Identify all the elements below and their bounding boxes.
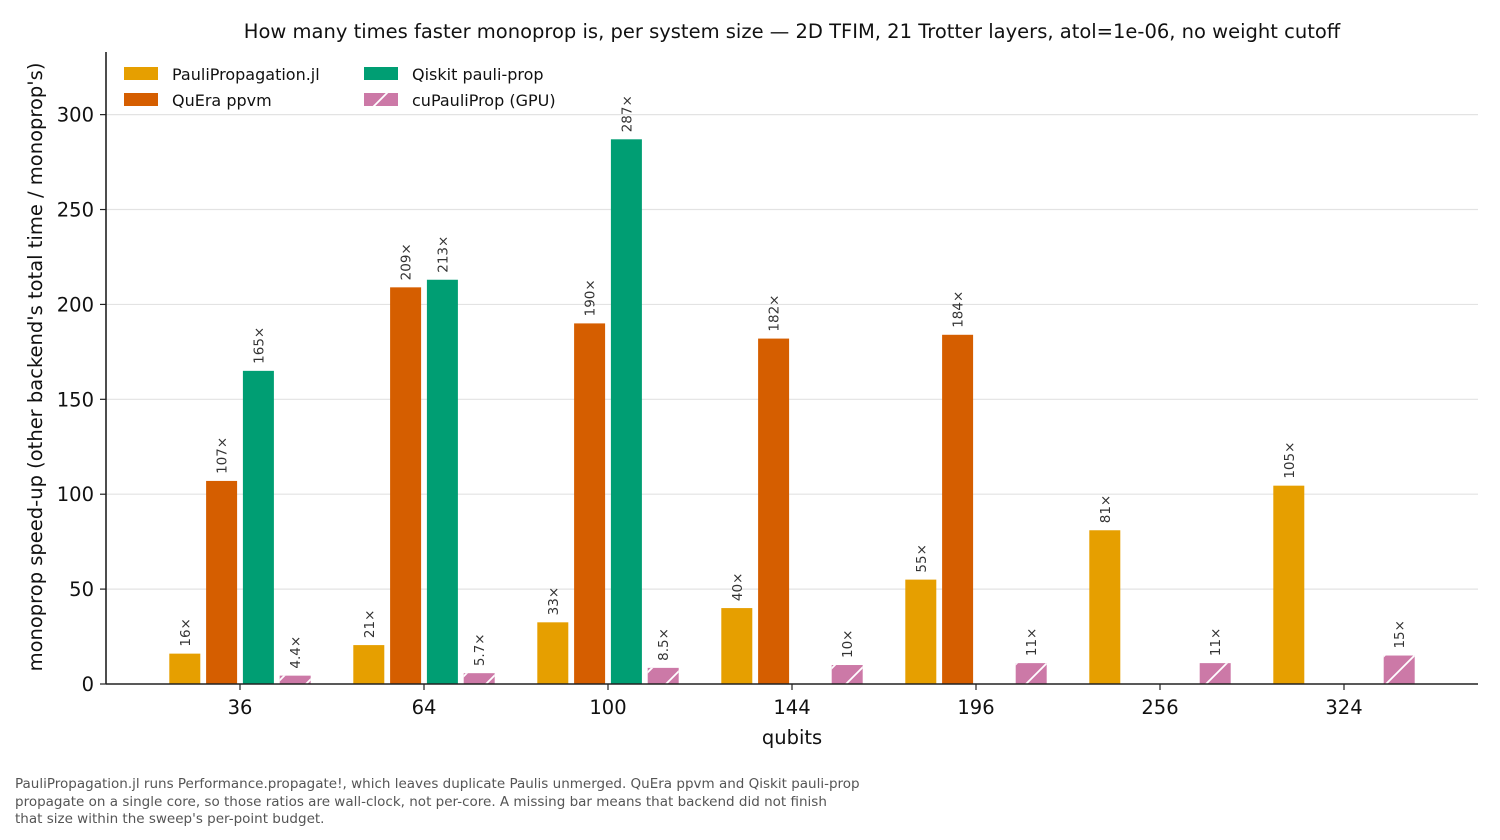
speedup-bar-chart: How many times faster monoprop is, per s… bbox=[24, 20, 1478, 749]
bar-value-label: 40× bbox=[730, 573, 746, 602]
bar-value-label: 16× bbox=[178, 618, 194, 647]
legend-label-quera-ppvm: QuEra ppvm bbox=[172, 91, 272, 110]
bar-quera-ppvm bbox=[942, 334, 974, 684]
bar-hatch-cupauliprop-gpu bbox=[1383, 655, 1415, 684]
y-tick-label: 200 bbox=[57, 293, 94, 316]
x-tick-label: 144 bbox=[773, 696, 810, 719]
bar-value-label: 107× bbox=[215, 437, 231, 474]
legend-swatch-quera-ppvm bbox=[124, 93, 158, 106]
bar-value-label: 33× bbox=[546, 587, 562, 616]
bar-value-label: 190× bbox=[583, 279, 599, 316]
legend-label-paulipropagation-jl: PauliPropagation.jl bbox=[172, 65, 320, 84]
bar-value-label: 21× bbox=[362, 610, 378, 639]
x-tick-label: 324 bbox=[1325, 696, 1362, 719]
bars bbox=[169, 139, 1415, 685]
bar-hatch-cupauliprop-gpu bbox=[1199, 663, 1231, 684]
bar-value-label: 184× bbox=[951, 291, 967, 328]
bar-quera-ppvm bbox=[206, 480, 238, 684]
bar-value-label: 165× bbox=[251, 327, 267, 364]
legend-swatch-qiskit-pauli-prop bbox=[364, 67, 398, 80]
bar-paulipropagation-jl bbox=[1273, 485, 1305, 684]
x-axis-label: qubits bbox=[762, 726, 822, 749]
bar-hatch-cupauliprop-gpu bbox=[463, 673, 495, 684]
bar-value-label: 10× bbox=[840, 630, 856, 659]
bar-value-label: 287× bbox=[619, 95, 635, 132]
y-tick-label: 250 bbox=[57, 199, 94, 222]
bar-value-label: 81× bbox=[1098, 495, 1114, 524]
bar-value-label: 11× bbox=[1208, 628, 1224, 657]
bar-value-label: 105× bbox=[1282, 442, 1298, 479]
bar-value-label: 182× bbox=[767, 294, 783, 331]
legend-swatch-paulipropagation-jl bbox=[124, 67, 158, 80]
bar-value-label: 55× bbox=[914, 544, 930, 573]
legend: PauliPropagation.jl QuEra ppvm Qiskit paul… bbox=[124, 65, 556, 110]
bar-qiskit-pauli-prop bbox=[426, 279, 458, 684]
x-tick-label: 196 bbox=[957, 696, 994, 719]
y-ticks: 0 50 100 150 200 250 300 bbox=[57, 104, 106, 696]
bar-value-label: 15× bbox=[1392, 620, 1408, 649]
y-tick-label: 300 bbox=[57, 104, 94, 127]
bar-paulipropagation-jl bbox=[721, 608, 753, 684]
bar-paulipropagation-jl bbox=[905, 579, 937, 684]
y-tick-label: 100 bbox=[57, 483, 94, 506]
x-tick-label: 64 bbox=[412, 696, 437, 719]
x-tick-label: 100 bbox=[589, 696, 626, 719]
bar-quera-ppvm bbox=[574, 323, 606, 684]
bar-paulipropagation-jl bbox=[169, 653, 201, 684]
footnote-line-3: that size within the sweep's per-point b… bbox=[15, 811, 325, 827]
gridlines bbox=[106, 114, 1478, 590]
x-tick-label: 256 bbox=[1141, 696, 1178, 719]
footnote-line-2: propagate on a single core, so those rat… bbox=[15, 793, 827, 810]
bar-value-label: 5.7× bbox=[472, 633, 488, 666]
chart-title: How many times faster monoprop is, per s… bbox=[244, 20, 1341, 43]
bar-hatch-cupauliprop-gpu bbox=[279, 675, 311, 684]
bar-value-label: 4.4× bbox=[288, 636, 304, 669]
legend-label-qiskit-pauli-prop: Qiskit pauli-prop bbox=[412, 65, 544, 84]
bar-quera-ppvm bbox=[758, 338, 790, 684]
bar-value-label: 209× bbox=[399, 243, 415, 280]
bar-hatch-cupauliprop-gpu bbox=[1015, 663, 1047, 684]
bar-labels: 16× 107× 165× 4.4× 21× 209× 213× 5.7× 33× 190× 287… bbox=[178, 95, 1408, 668]
bar-hatch-cupauliprop-gpu bbox=[831, 665, 863, 684]
x-ticks: 36 64 100 144 196 256 324 bbox=[228, 684, 1363, 719]
bar-value-label: 11× bbox=[1024, 628, 1040, 657]
bar-paulipropagation-jl bbox=[1089, 530, 1121, 684]
legend-label-cupauliprop-gpu: cuPauliProp (GPU) bbox=[412, 91, 556, 110]
footnote-line-1: PauliPropagation.jl runs Performance.pro… bbox=[15, 776, 860, 792]
y-tick-label: 50 bbox=[69, 578, 94, 601]
legend-swatch-hatch bbox=[364, 93, 398, 106]
bar-value-label: 213× bbox=[435, 236, 451, 273]
bar-quera-ppvm bbox=[390, 287, 422, 684]
y-tick-label: 150 bbox=[57, 388, 94, 411]
bar-paulipropagation-jl bbox=[353, 645, 385, 684]
bar-value-label: 8.5× bbox=[656, 628, 672, 661]
y-axis-label: monoprop speed-up (other backend's total… bbox=[24, 63, 47, 672]
x-tick-label: 36 bbox=[228, 696, 253, 719]
bar-qiskit-pauli-prop bbox=[242, 370, 274, 684]
footnote: PauliPropagation.jl runs Performance.pro… bbox=[15, 776, 975, 829]
y-tick-label: 0 bbox=[82, 673, 94, 696]
bar-hatch-cupauliprop-gpu bbox=[647, 667, 679, 684]
bar-paulipropagation-jl bbox=[537, 622, 569, 684]
bar-qiskit-pauli-prop bbox=[610, 139, 642, 685]
